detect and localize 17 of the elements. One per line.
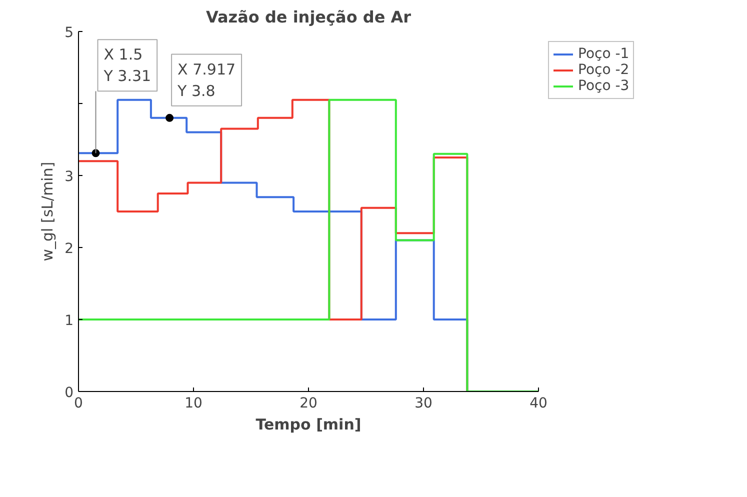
x-tick-label: 20 [300, 396, 318, 412]
annotation: X 1.5 Y 3.31 [102, 46, 152, 86]
y-tick-label: 5 [64, 25, 74, 41]
x-axis-title: Tempo [min] [256, 416, 362, 434]
y-tick-label: 3 [64, 169, 74, 185]
x-tick-label: 30 [414, 396, 432, 412]
legend-label: Poço -1 [578, 46, 630, 62]
y-axis-title: w_gl [sL/min] [38, 162, 57, 262]
x-tick-label: 10 [184, 396, 202, 412]
y-tick-label: 1 [64, 313, 74, 329]
x-tick-label: 40 [530, 396, 548, 412]
chart-title: Vazão de injeção de Ar [206, 8, 412, 26]
annotation: X 7.917 Y 3.8 [176, 60, 236, 100]
y-tick-label: 0 [64, 385, 74, 401]
y-tick-label: 2 [64, 241, 74, 257]
legend-label: Poço -2 [578, 62, 630, 78]
legend-label: Poço -3 [578, 78, 630, 94]
